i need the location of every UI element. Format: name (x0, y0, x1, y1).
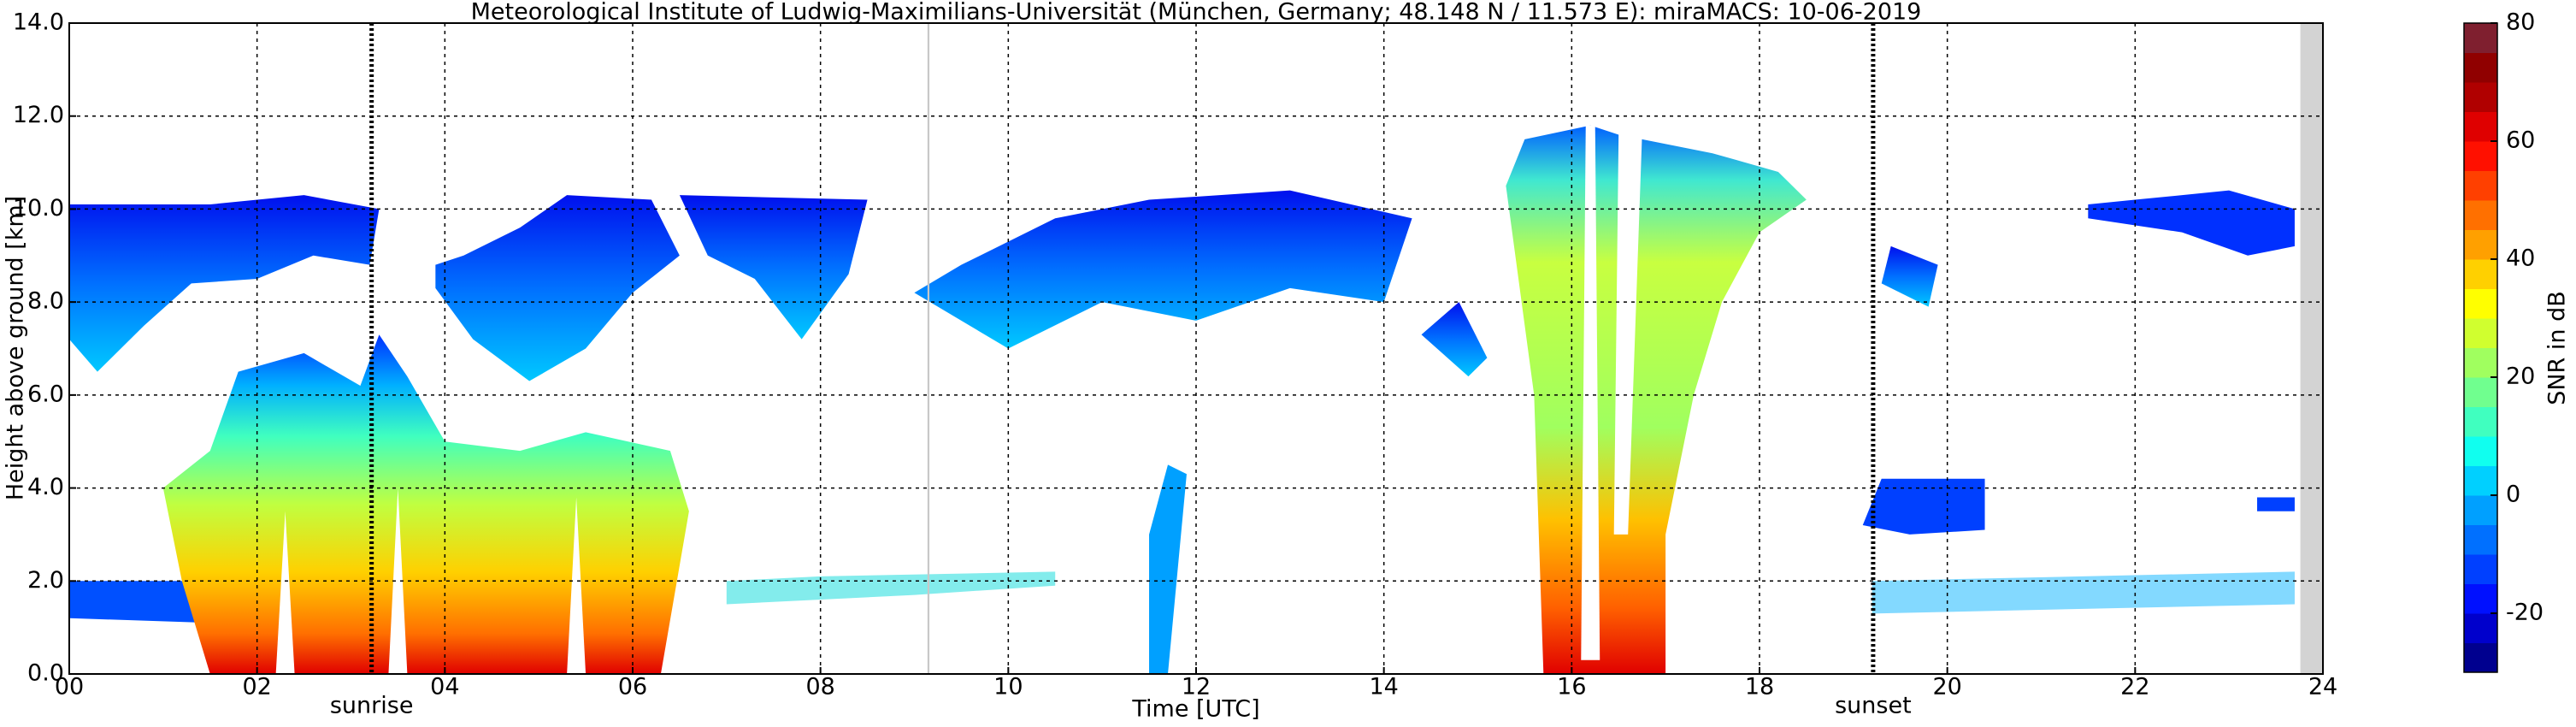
x-tick-label: 06 (618, 674, 647, 700)
colorbar-swatch (2464, 141, 2497, 171)
y-tick-label: 2.0 (27, 567, 64, 594)
colorbar-swatch (2464, 495, 2497, 525)
colorbar-swatch (2464, 229, 2497, 260)
colorbar-swatch (2464, 259, 2497, 289)
colorbar-swatch (2464, 613, 2497, 643)
x-tick-label: 04 (430, 674, 459, 700)
colorbar-swatch (2464, 23, 2497, 53)
colorbar-swatch (2464, 554, 2497, 584)
colorbar-tick-label: 80 (2506, 9, 2535, 36)
event-label: sunrise (330, 693, 414, 719)
colorbar-tick-label: 20 (2506, 364, 2535, 390)
x-tick-label: 14 (1369, 674, 1398, 700)
y-tick-label: 14.0 (13, 9, 64, 36)
y-axis-label: Height above ground [km] (3, 196, 29, 500)
chart-title: Meteorological Institute of Ludwig-Maxim… (471, 0, 1922, 26)
x-tick-label: 10 (993, 674, 1023, 700)
colorbar-swatch (2464, 52, 2497, 83)
colorbar-tick-label: 40 (2506, 245, 2535, 272)
y-tick-label: 8.0 (27, 288, 64, 315)
x-tick-label: 16 (1557, 674, 1586, 700)
x-axis-label: Time [UTC] (1131, 696, 1259, 723)
x-tick-label: 12 (1182, 674, 1211, 700)
colorbar-tick-label: 60 (2506, 127, 2535, 154)
y-tick-label: 10.0 (13, 195, 64, 222)
event-label: sunset (1835, 693, 1912, 719)
y-tick-label: 0.0 (27, 660, 64, 687)
colorbar-swatch (2464, 170, 2497, 201)
colorbar-swatch (2464, 642, 2497, 673)
colorbar-swatch (2464, 200, 2497, 230)
colorbar-swatch (2464, 436, 2497, 466)
x-tick-label: 20 (1932, 674, 1961, 700)
x-tick-label: 00 (55, 674, 84, 700)
colorbar-swatch (2464, 288, 2497, 319)
colorbar-tick-label: -20 (2506, 600, 2544, 626)
colorbar-swatch (2464, 318, 2497, 348)
colorbar-swatch (2464, 347, 2497, 378)
x-tick-label: 08 (805, 674, 834, 700)
colorbar-swatch (2464, 406, 2497, 437)
colorbar-swatch (2464, 82, 2497, 112)
x-tick-label: 02 (242, 674, 271, 700)
colorbar-swatch (2464, 583, 2497, 614)
colorbar-swatch (2464, 111, 2497, 142)
x-tick-label: 24 (2308, 674, 2337, 700)
x-tick-label: 18 (1745, 674, 1774, 700)
y-tick-label: 4.0 (27, 474, 64, 500)
radar-field (69, 23, 2323, 674)
colorbar-swatch (2464, 377, 2497, 407)
colorbar-label: SNR in dB (2544, 291, 2571, 405)
colorbar-frame (2463, 22, 2498, 673)
colorbar-swatch (2464, 524, 2497, 555)
colorbar-swatch (2464, 465, 2497, 496)
x-tick-label: 22 (2120, 674, 2149, 700)
y-tick-label: 12.0 (13, 102, 64, 128)
y-tick-label: 6.0 (27, 381, 64, 407)
colorbar-tick-label: 0 (2506, 482, 2520, 508)
